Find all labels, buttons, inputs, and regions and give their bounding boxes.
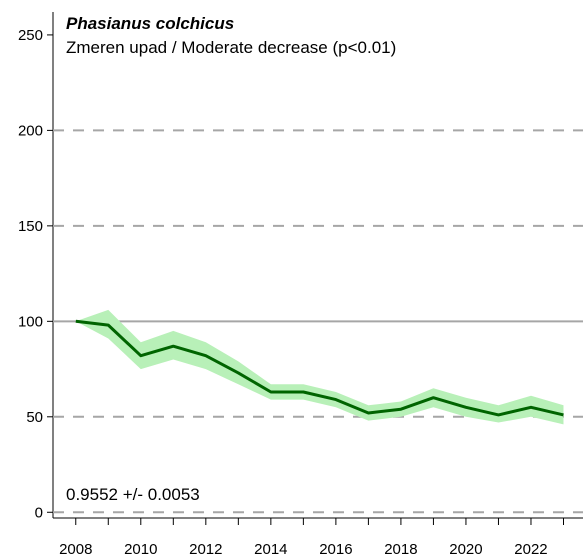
x-tick-label: 2016 bbox=[319, 541, 352, 557]
y-tick-label: 50 bbox=[26, 409, 43, 426]
series-line-layer bbox=[75, 319, 564, 417]
x-tick-label: 2010 bbox=[124, 541, 157, 557]
confidence-band-0 bbox=[75, 309, 564, 425]
x-tick-label: 2022 bbox=[514, 541, 547, 557]
grid-layer bbox=[53, 129, 583, 514]
series-line-0 bbox=[75, 319, 564, 417]
y-tick-label: 200 bbox=[18, 122, 43, 139]
x-tick-label: 2014 bbox=[254, 541, 287, 557]
x-tick-label: 2018 bbox=[384, 541, 417, 557]
y-axis: 0 50 100 150 200 250 bbox=[18, 27, 53, 521]
y-tick-label: 100 bbox=[18, 313, 43, 330]
chart-subtitle: Zmeren upad / Moderate decrease (p<0.01) bbox=[66, 38, 396, 57]
chart-title: Phasianus colchicus bbox=[66, 14, 234, 33]
trend-annotation: 0.9552 +/- 0.0053 bbox=[66, 485, 200, 504]
y-tick-label: 0 bbox=[35, 504, 43, 521]
y-tick-label: 150 bbox=[18, 218, 43, 235]
x-axis: 2008 2010 2012 2014 2016 2018 2020 2022 bbox=[59, 518, 564, 557]
y-tick-label: 250 bbox=[18, 27, 43, 44]
x-tick-label: 2012 bbox=[189, 541, 222, 557]
x-tick-label: 2020 bbox=[449, 541, 482, 557]
x-tick-label: 2008 bbox=[59, 541, 92, 557]
confidence-band-layer bbox=[75, 309, 564, 425]
